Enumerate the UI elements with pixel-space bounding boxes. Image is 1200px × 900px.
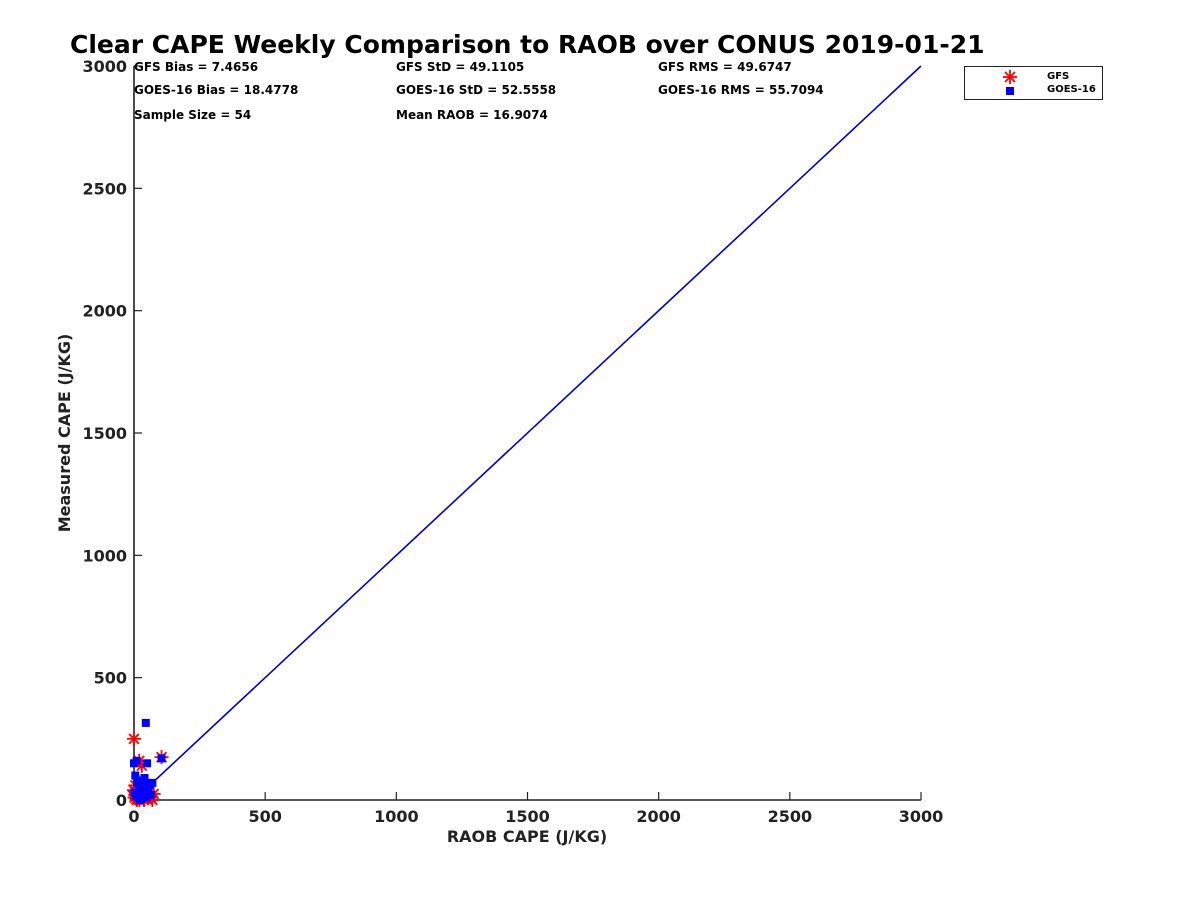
- y-axis-label: Measured CAPE (J/KG): [55, 334, 74, 533]
- chart-title: Clear CAPE Weekly Comparison to RAOB ove…: [70, 30, 985, 59]
- stat-goes-bias: GOES-16 Bias = 18.4778: [134, 83, 299, 97]
- stat-sample-size: Sample Size = 54: [134, 108, 252, 122]
- goes-16-point: [132, 756, 141, 765]
- y-tick-label: 3000: [82, 57, 127, 76]
- goes-16-point: [141, 781, 150, 790]
- gfs-point: [127, 731, 141, 746]
- y-tick-label: 500: [94, 669, 127, 688]
- x-tick-label: 2000: [636, 807, 681, 826]
- stat-goes-std: GOES-16 StD = 52.5558: [396, 83, 557, 97]
- x-tick-label: 1500: [505, 807, 550, 826]
- x-tick-label: 1000: [374, 807, 419, 826]
- tick-labels-layer: 0 500 1000 1500 2000 2500 3000 0 500 1000 1500 2000…: [82, 57, 943, 826]
- goes-legend-label: GOES-16: [1047, 84, 1096, 95]
- y-tick-label: 0: [116, 791, 127, 810]
- axes-layer: [133, 65, 922, 801]
- goes-points-layer: [130, 718, 166, 804]
- goes-16-point: [142, 793, 151, 802]
- one-to-one-reference-line: [133, 65, 922, 801]
- y-tick-label: 2500: [82, 179, 127, 198]
- y-tick-label: 2000: [82, 302, 127, 321]
- gfs-legend-marker-icon: [1003, 70, 1017, 84]
- goes-legend-marker-icon: [1006, 87, 1014, 95]
- stat-gfs-rms: GFS RMS = 49.6747: [658, 60, 792, 74]
- x-axis-label: RAOB CAPE (J/KG): [447, 827, 607, 846]
- stat-gfs-bias: GFS Bias = 7.4656: [134, 60, 259, 74]
- y-tick-label: 1500: [82, 424, 127, 443]
- reference-line-layer: [133, 65, 922, 801]
- x-tick-label: 3000: [899, 807, 944, 826]
- x-tick-label: 0: [128, 807, 139, 826]
- gfs-legend-label: GFS: [1047, 71, 1070, 82]
- y-tick-label: 1000: [82, 546, 127, 565]
- goes-16-point: [131, 771, 140, 780]
- stat-goes-rms: GOES-16 RMS = 55.7094: [658, 83, 824, 97]
- x-tick-label: 500: [248, 807, 281, 826]
- stat-mean-raob: Mean RAOB = 16.9074: [396, 108, 548, 122]
- goes-16-point: [141, 718, 150, 727]
- stat-gfs-std: GFS StD = 49.1105: [396, 60, 525, 74]
- goes-16-point: [143, 759, 152, 768]
- goes-16-point: [140, 773, 149, 782]
- chart-legend: GFS GOES-16: [964, 66, 1103, 100]
- goes-16-point: [157, 754, 166, 763]
- goes-16-point: [147, 791, 156, 800]
- goes-16-point: [138, 786, 147, 795]
- x-tick-label: 2500: [768, 807, 813, 826]
- goes-16-point: [148, 778, 157, 787]
- goes-16-point: [133, 778, 142, 787]
